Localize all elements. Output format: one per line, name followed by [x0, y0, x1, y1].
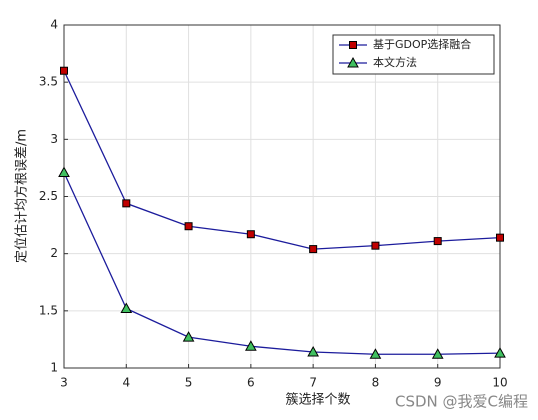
marker — [371, 241, 380, 250]
x-tick-label: 3 — [60, 376, 68, 390]
x-axis-label: 簇选择个数 — [285, 393, 350, 408]
marker — [246, 230, 255, 239]
marker — [120, 302, 133, 314]
marker — [309, 245, 318, 254]
marker — [307, 345, 319, 357]
legend-marker — [347, 56, 359, 68]
x-tick-label: 8 — [372, 376, 380, 390]
x-tick-label: 9 — [434, 376, 442, 390]
marker — [496, 233, 504, 242]
x-tick-label: 6 — [247, 376, 255, 390]
x-tick-label: 10 — [492, 376, 507, 390]
series-line — [63, 172, 501, 355]
y-axis-label: 定位估计均方根误差/m — [14, 129, 30, 263]
marker — [494, 347, 506, 358]
marker — [245, 340, 257, 351]
legend-marker — [349, 41, 357, 49]
y-tick-label: 2.5 — [39, 189, 58, 203]
marker — [60, 66, 68, 75]
marker — [184, 222, 193, 231]
y-tick-label: 3 — [50, 132, 58, 146]
legend-label: 基于GDOP选择融合 — [373, 37, 471, 51]
y-tick-label: 2 — [50, 246, 58, 260]
series-line — [63, 70, 501, 250]
y-tick-label: 4 — [50, 18, 58, 32]
y-tick-label: 1.5 — [39, 303, 58, 317]
x-tick-label: 4 — [122, 376, 130, 390]
marker — [431, 348, 444, 359]
marker — [122, 199, 131, 208]
marker — [58, 166, 70, 177]
legend-box — [332, 34, 495, 75]
y-tick-label: 1 — [50, 361, 58, 375]
legend-label: 本文方法 — [373, 55, 417, 69]
marker — [369, 348, 382, 359]
x-tick-label: 5 — [185, 376, 193, 390]
watermark: CSDN @我爱C编程 — [395, 393, 528, 411]
plot-frame — [63, 24, 501, 369]
x-tick-label: 7 — [309, 376, 317, 390]
y-tick-label: 3.5 — [39, 75, 58, 89]
marker — [433, 237, 442, 246]
marker — [182, 331, 195, 342]
